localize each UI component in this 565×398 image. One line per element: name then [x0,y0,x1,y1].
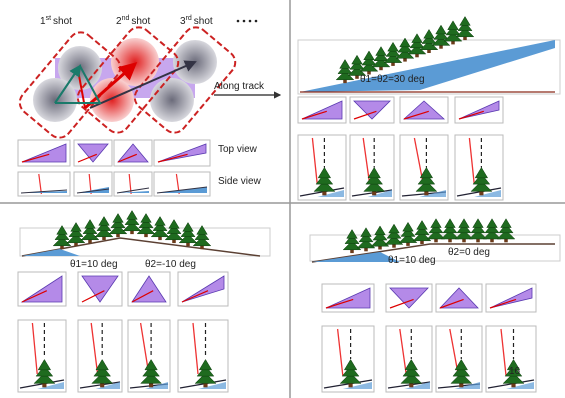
tree [109,214,127,238]
angle-label: θ1=10 deg [70,259,118,270]
view-label: Side view [218,176,262,187]
angle-label: θ1=θ2=30 deg [360,74,425,85]
tree [399,222,417,246]
page-number: 16 [509,366,521,377]
tree [123,211,141,235]
tree [137,214,155,238]
tree [444,21,462,45]
ellipsis [237,20,258,23]
tree [432,25,450,49]
along-track-label: Along track [214,81,265,92]
angle-label: θ1=10 deg [388,255,436,266]
tree [456,17,474,41]
view-label: Top view [218,144,258,155]
slide: 1stshot 2ndshot 3rdshot Along track Top … [0,0,565,398]
angle-label: θ2=-10 deg [145,259,196,270]
tree [497,219,515,243]
angle-label: θ2=0 deg [448,247,490,258]
tree [413,221,431,245]
shot-diagram [15,22,240,142]
